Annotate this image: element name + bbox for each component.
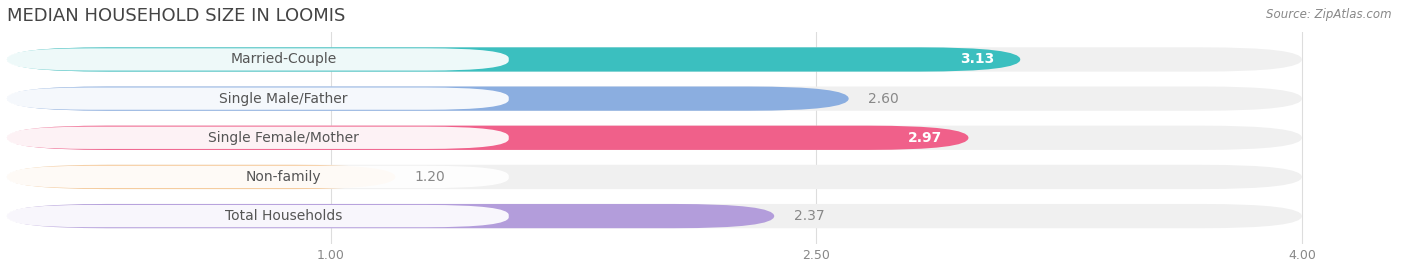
FancyBboxPatch shape: [7, 165, 1302, 189]
FancyBboxPatch shape: [7, 47, 1021, 72]
FancyBboxPatch shape: [7, 86, 1302, 111]
FancyBboxPatch shape: [7, 127, 509, 149]
Text: 2.97: 2.97: [908, 131, 942, 145]
FancyBboxPatch shape: [7, 204, 1302, 228]
Text: 1.20: 1.20: [415, 170, 446, 184]
FancyBboxPatch shape: [7, 204, 775, 228]
FancyBboxPatch shape: [7, 86, 849, 111]
FancyBboxPatch shape: [7, 165, 395, 189]
Text: Source: ZipAtlas.com: Source: ZipAtlas.com: [1267, 8, 1392, 21]
Text: 2.60: 2.60: [868, 92, 898, 106]
Text: Single Male/Father: Single Male/Father: [219, 92, 349, 106]
Text: Single Female/Mother: Single Female/Mother: [208, 131, 359, 145]
FancyBboxPatch shape: [7, 126, 969, 150]
FancyBboxPatch shape: [7, 166, 509, 188]
FancyBboxPatch shape: [7, 87, 509, 110]
Text: 3.13: 3.13: [960, 52, 994, 66]
Text: Married-Couple: Married-Couple: [231, 52, 337, 66]
FancyBboxPatch shape: [7, 205, 509, 227]
FancyBboxPatch shape: [7, 48, 509, 71]
Text: 2.37: 2.37: [793, 209, 824, 223]
FancyBboxPatch shape: [7, 126, 1302, 150]
Text: Total Households: Total Households: [225, 209, 343, 223]
FancyBboxPatch shape: [7, 47, 1302, 72]
Text: Non-family: Non-family: [246, 170, 322, 184]
Text: MEDIAN HOUSEHOLD SIZE IN LOOMIS: MEDIAN HOUSEHOLD SIZE IN LOOMIS: [7, 7, 346, 25]
